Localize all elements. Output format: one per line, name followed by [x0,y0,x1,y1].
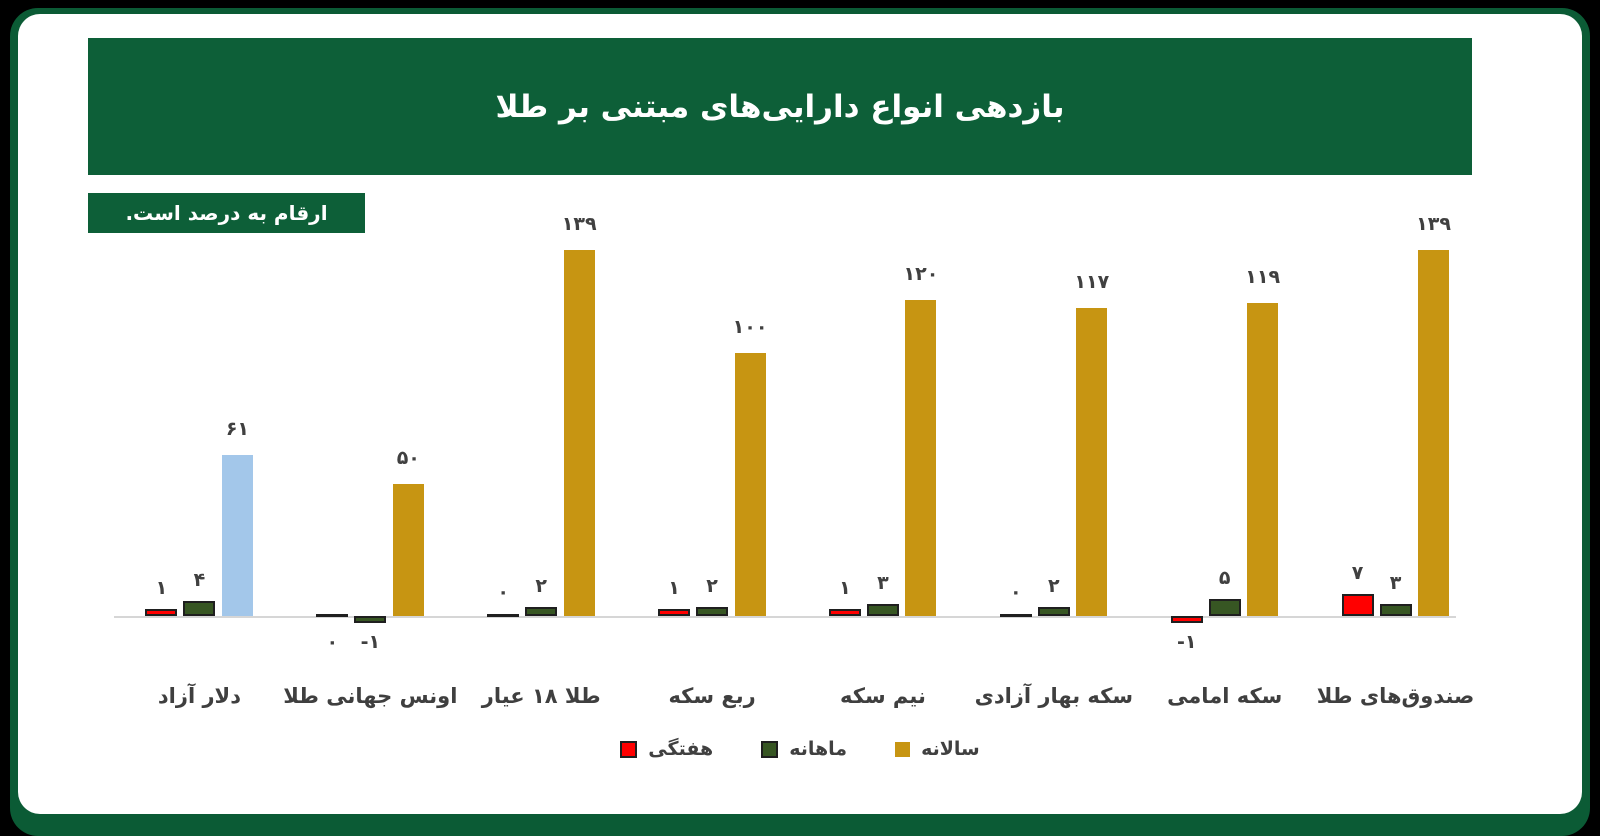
bar-monthly [1037,606,1070,616]
legend-swatch-annual [895,741,911,757]
value-label-weekly: ۱ [155,577,168,600]
value-label-monthly: -۱ [360,631,381,653]
category-label: صندوق‌های طلا [1316,684,1475,708]
bar-weekly [828,609,861,616]
value-label-weekly: -۱ [1176,631,1197,653]
legend: هفتگی ماهانه سالانه [18,738,1582,760]
x-axis-line [114,616,1456,618]
bar-weekly [658,609,691,616]
bar-weekly [145,609,178,616]
unit-note-text: ارقام به درصد است. [125,201,328,225]
value-label-annual: ۱۱۷ [1074,270,1110,293]
bar-monthly [183,601,216,616]
category-label: اونس جهانی طلا [283,684,458,708]
legend-item-monthly: ماهانه [761,738,847,760]
bar-monthly [1379,604,1412,616]
value-label-weekly: ۰ [497,581,509,603]
page-frame: بازدهی انواع دارایی‌های مبتنی بر طلا ارق… [10,8,1590,836]
bar-monthly [866,604,899,616]
category-label: ربع سکه [668,684,756,708]
value-label-annual: ۱۳۹ [1416,213,1451,235]
value-label-annual: ۵۰ [396,447,420,470]
value-label-annual: ۶۱ [225,418,250,441]
category-label: دلار آزاد [157,684,241,708]
bar-annual [1247,302,1279,616]
value-label-annual: ۱۱۹ [1245,265,1281,288]
legend-swatch-weekly [620,740,638,758]
bar-monthly [525,606,558,616]
bar-weekly [1170,616,1203,623]
bar-weekly [487,614,520,617]
value-label-weekly: ۱ [839,577,851,600]
bar-annual [734,352,766,616]
bar-annual [905,300,937,616]
bar-annual [392,484,424,616]
content-card: بازدهی انواع دارایی‌های مبتنی بر طلا ارق… [18,14,1582,814]
legend-swatch-monthly [761,740,779,758]
legend-label-monthly: ماهانه [789,738,848,760]
bar-annual [563,250,595,616]
bar-annual [1418,250,1450,616]
value-label-weekly: ۰ [1010,581,1022,603]
value-label-annual: ۱۳۹ [561,213,597,235]
category-label: سکه امامی [1167,684,1283,708]
bar-monthly [696,606,729,616]
value-label-annual: ۱۰۰ [732,315,768,338]
bar-annual [221,455,253,616]
value-label-weekly: ۷ [1351,561,1364,584]
value-label-weekly: ۱ [668,577,680,600]
legend-item-weekly: هفتگی [620,738,713,760]
legend-label-annual: سالانه [921,738,980,760]
value-label-weekly: ۰ [326,631,339,653]
legend-label-weekly: هفتگی [648,738,714,760]
bar-weekly [316,614,349,617]
bar-weekly [999,614,1032,617]
header-banner: بازدهی انواع دارایی‌های مبتنی بر طلا [88,38,1472,175]
category-label: سکه بهار آزادی [974,684,1134,708]
value-label-monthly: ۳ [877,572,889,595]
bar-weekly [1341,593,1374,616]
value-label-monthly: ۴ [193,569,206,592]
value-label-monthly: ۲ [535,574,547,597]
value-label-monthly: ۲ [706,574,718,597]
legend-item-annual: سالانه [895,738,980,760]
value-label-monthly: ۳ [1389,572,1402,595]
unit-note-badge: ارقام به درصد است. [88,193,365,233]
chart-title: بازدهی انواع دارایی‌های مبتنی بر طلا [495,88,1065,125]
category-label: طلا ۱۸ عیار [481,684,601,708]
plot-area: دلار آزاد ۱ ۴ ۶۱ اونس جهانی طلا ۰ -۱ ۵۰ طلا ۱۸ ع… [114,213,1481,708]
bar-monthly [1208,598,1241,616]
category-label: نیم سکه [840,684,926,708]
bar-annual [1076,307,1108,616]
value-label-annual: ۱۲۰ [903,263,939,286]
value-label-monthly: ۵ [1218,566,1231,589]
bar-monthly [354,616,387,623]
value-label-monthly: ۲ [1048,574,1060,597]
